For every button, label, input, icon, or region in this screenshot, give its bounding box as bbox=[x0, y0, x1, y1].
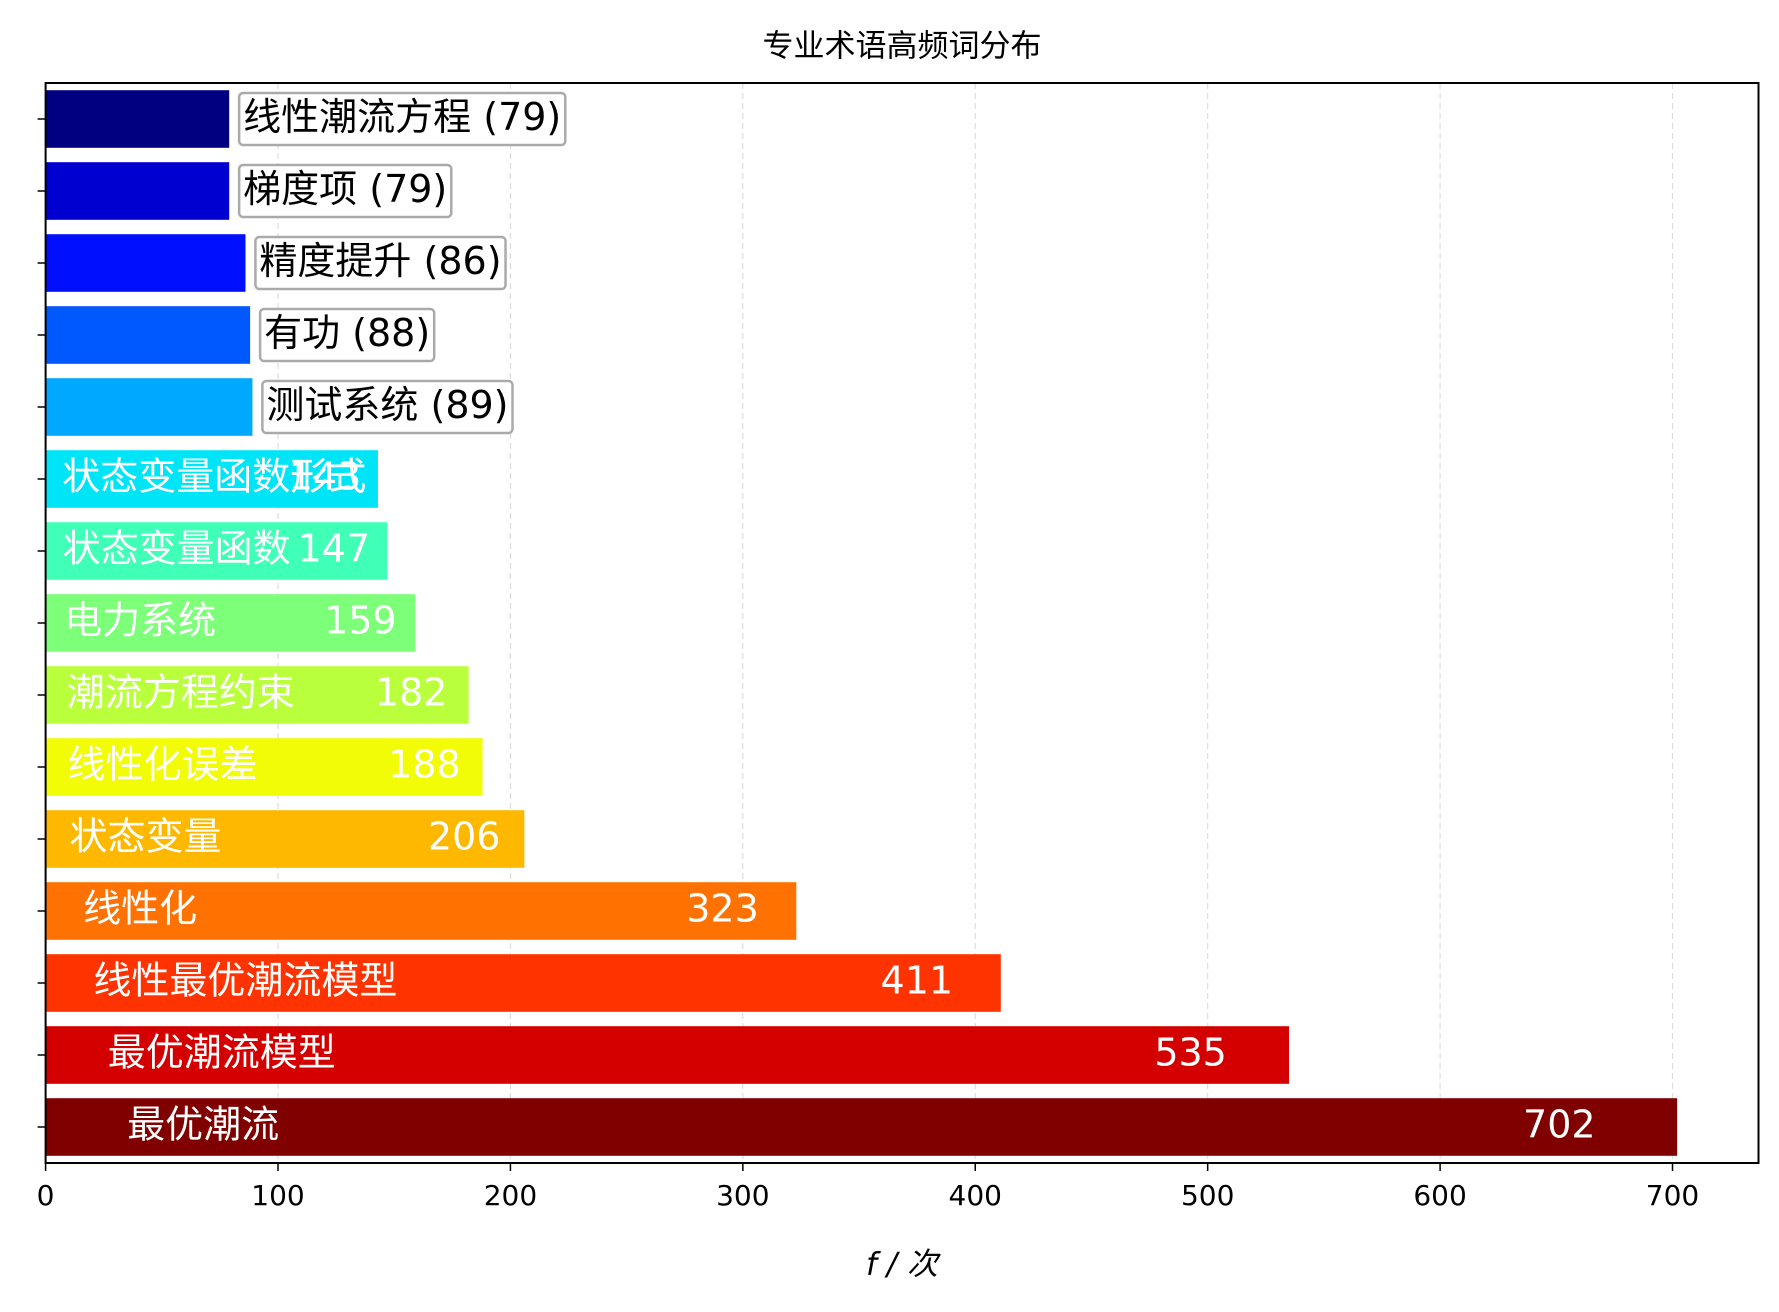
plot-frame bbox=[44, 82, 1760, 1164]
outside-label-text: 有功 (88) bbox=[264, 311, 430, 355]
outside-label: 精度提升 (86) bbox=[254, 235, 507, 291]
label-box bbox=[237, 91, 567, 147]
bar bbox=[45, 450, 378, 508]
category-label: 线性化误差 bbox=[67, 743, 257, 787]
category-label: 状态变量函数形式 bbox=[62, 455, 366, 499]
value-label: 182 bbox=[375, 671, 448, 715]
bar bbox=[45, 1098, 1678, 1156]
category-label: 状态变量函数 bbox=[63, 527, 291, 571]
x-tick-label: 0 bbox=[37, 1179, 55, 1212]
value-label: (86) bbox=[424, 239, 502, 283]
label-box bbox=[254, 235, 507, 291]
value-label: 188 bbox=[388, 743, 461, 787]
x-tick-label: 700 bbox=[1646, 1179, 1699, 1212]
x-tick-label: 400 bbox=[949, 1179, 1002, 1212]
category-label: 有功 bbox=[264, 311, 340, 355]
value-label: (79) bbox=[369, 167, 447, 211]
bar bbox=[45, 810, 525, 868]
outside-label: 测试系统 (89) bbox=[261, 379, 514, 435]
value-label: 535 bbox=[1154, 1031, 1227, 1075]
x-axis-label: f / 次 bbox=[866, 1247, 941, 1283]
category-label: 精度提升 bbox=[259, 239, 411, 283]
label-box bbox=[237, 163, 453, 219]
category-label: 线性最优潮流模型 bbox=[93, 959, 397, 1003]
outside-label-text: 线性潮流方程 (79) bbox=[243, 95, 561, 139]
label-box bbox=[258, 307, 436, 363]
outside-label-text: 精度提升 (86) bbox=[259, 239, 501, 283]
value-label: 323 bbox=[686, 887, 759, 931]
label-box bbox=[261, 379, 514, 435]
outside-label: 线性潮流方程 (79) bbox=[237, 91, 567, 147]
category-label: 状态变量 bbox=[70, 815, 222, 859]
category-label: 潮流方程约束 bbox=[67, 671, 295, 715]
value-label: (79) bbox=[483, 95, 561, 139]
bar bbox=[45, 378, 253, 436]
value-label: 206 bbox=[428, 815, 501, 859]
bar bbox=[45, 738, 483, 796]
bar bbox=[45, 882, 797, 940]
value-label: 147 bbox=[298, 527, 371, 571]
x-tick-label: 300 bbox=[716, 1179, 769, 1212]
bar bbox=[45, 162, 230, 220]
x-tick-label: 600 bbox=[1413, 1179, 1466, 1212]
category-label: 电力系统 bbox=[64, 599, 216, 643]
value-label: 159 bbox=[324, 599, 397, 643]
bar bbox=[45, 234, 246, 292]
outside-label-text: 梯度项 (79) bbox=[243, 167, 447, 211]
category-label: 最优潮流 bbox=[127, 1103, 279, 1147]
bar bbox=[45, 594, 416, 652]
category-label: 线性化 bbox=[83, 887, 197, 931]
value-label: 143 bbox=[289, 455, 362, 499]
bar bbox=[45, 666, 469, 724]
outside-label-text: 测试系统 (89) bbox=[266, 383, 508, 427]
outside-label: 有功 (88) bbox=[258, 307, 436, 363]
bar bbox=[45, 522, 388, 580]
category-label: 线性潮流方程 bbox=[243, 95, 471, 139]
chart-title: 专业术语高频词分布 bbox=[763, 29, 1042, 65]
value-label: (88) bbox=[352, 311, 430, 355]
bar bbox=[45, 306, 251, 364]
x-tick-label: 100 bbox=[251, 1179, 304, 1212]
bar bbox=[45, 90, 230, 148]
category-label: 最优潮流模型 bbox=[108, 1031, 336, 1075]
bar bbox=[45, 954, 1001, 1012]
value-label: 411 bbox=[881, 959, 954, 1003]
value-label: (89) bbox=[431, 383, 509, 427]
outside-label: 梯度项 (79) bbox=[237, 163, 453, 219]
x-tick-label: 500 bbox=[1181, 1179, 1234, 1212]
value-label: 702 bbox=[1523, 1103, 1596, 1147]
category-label: 梯度项 bbox=[243, 167, 357, 211]
bar bbox=[45, 1026, 1290, 1084]
x-tick-label: 200 bbox=[484, 1179, 537, 1212]
category-label: 测试系统 bbox=[266, 383, 418, 427]
